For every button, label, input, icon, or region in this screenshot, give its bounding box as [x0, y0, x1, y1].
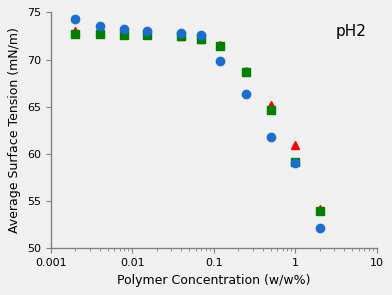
X-axis label: Polymer Concentration (w/w%): Polymer Concentration (w/w%) — [117, 274, 310, 287]
Text: pH2: pH2 — [336, 24, 367, 39]
Y-axis label: Average Surface Tension (mN/m): Average Surface Tension (mN/m) — [8, 27, 21, 233]
